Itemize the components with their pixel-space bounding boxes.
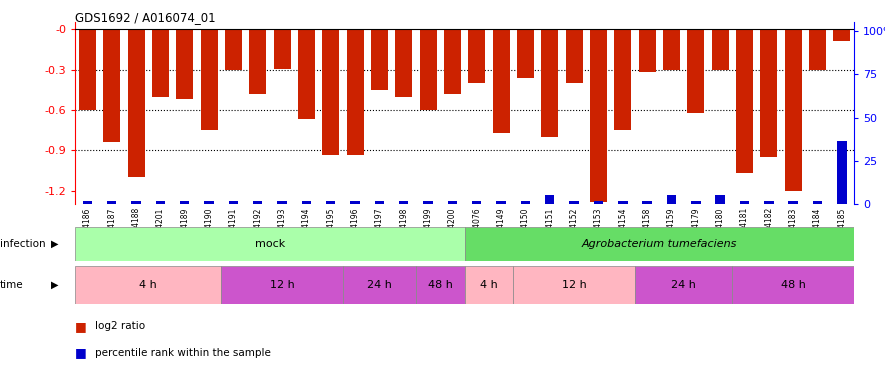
Bar bbox=[465, 266, 513, 304]
Bar bbox=[371, 29, 388, 90]
Bar bbox=[204, 201, 214, 204]
Bar bbox=[496, 201, 506, 204]
Bar bbox=[666, 195, 676, 204]
Bar bbox=[468, 29, 485, 83]
Bar bbox=[618, 201, 627, 204]
Bar bbox=[374, 201, 384, 204]
Bar bbox=[176, 29, 193, 99]
Bar bbox=[322, 29, 339, 154]
Bar bbox=[156, 201, 165, 204]
Bar bbox=[221, 266, 343, 304]
Text: ▶: ▶ bbox=[51, 239, 58, 249]
Text: 4 h: 4 h bbox=[480, 280, 498, 290]
Bar bbox=[250, 29, 266, 94]
Bar bbox=[643, 201, 652, 204]
Text: ▶: ▶ bbox=[51, 280, 58, 290]
Bar bbox=[785, 29, 802, 191]
Bar bbox=[104, 29, 120, 142]
Bar bbox=[273, 29, 290, 69]
Bar bbox=[663, 29, 680, 70]
Text: 48 h: 48 h bbox=[427, 280, 453, 290]
Bar bbox=[715, 195, 725, 204]
Bar bbox=[809, 29, 826, 70]
Bar bbox=[465, 227, 854, 261]
Bar bbox=[107, 201, 117, 204]
Bar bbox=[131, 201, 141, 204]
Text: Agrobacterium tumefaciens: Agrobacterium tumefaciens bbox=[581, 239, 737, 249]
Bar bbox=[416, 266, 465, 304]
Bar bbox=[201, 29, 218, 130]
Bar bbox=[225, 29, 242, 70]
Text: 24 h: 24 h bbox=[367, 280, 392, 290]
Bar bbox=[228, 201, 238, 204]
Bar bbox=[350, 201, 360, 204]
Bar bbox=[347, 29, 364, 154]
Bar bbox=[590, 29, 607, 202]
Bar bbox=[635, 266, 733, 304]
Bar bbox=[834, 29, 850, 41]
Bar bbox=[639, 29, 656, 72]
Bar bbox=[545, 195, 555, 204]
Bar bbox=[253, 201, 263, 204]
Bar bbox=[740, 201, 750, 204]
Bar bbox=[542, 29, 558, 137]
Bar bbox=[127, 29, 144, 177]
Text: infection: infection bbox=[0, 239, 46, 249]
Bar bbox=[326, 201, 335, 204]
Bar bbox=[691, 201, 701, 204]
Text: 12 h: 12 h bbox=[270, 280, 295, 290]
Bar bbox=[569, 201, 579, 204]
Bar bbox=[472, 201, 481, 204]
Bar bbox=[444, 29, 461, 94]
Bar bbox=[75, 266, 221, 304]
Bar bbox=[837, 141, 847, 204]
Bar bbox=[302, 201, 312, 204]
Bar bbox=[493, 29, 510, 133]
Bar bbox=[736, 29, 753, 173]
Bar bbox=[180, 201, 189, 204]
Bar bbox=[733, 266, 854, 304]
Bar bbox=[298, 29, 315, 120]
Bar bbox=[79, 29, 96, 110]
Bar bbox=[82, 201, 92, 204]
Bar bbox=[760, 29, 777, 157]
Text: 48 h: 48 h bbox=[781, 280, 805, 290]
Bar bbox=[566, 29, 582, 83]
Bar bbox=[789, 201, 798, 204]
Bar bbox=[419, 29, 436, 110]
Bar bbox=[396, 29, 412, 97]
Bar bbox=[423, 201, 433, 204]
Bar bbox=[594, 201, 604, 204]
Text: log2 ratio: log2 ratio bbox=[95, 321, 145, 331]
Bar bbox=[513, 266, 635, 304]
Text: ■: ■ bbox=[75, 346, 87, 359]
Text: percentile rank within the sample: percentile rank within the sample bbox=[95, 348, 271, 357]
Bar bbox=[764, 201, 773, 204]
Bar bbox=[812, 201, 822, 204]
Bar bbox=[399, 201, 409, 204]
Bar bbox=[517, 29, 534, 78]
Text: time: time bbox=[0, 280, 24, 290]
Bar bbox=[75, 227, 465, 261]
Text: 4 h: 4 h bbox=[139, 280, 158, 290]
Bar bbox=[343, 266, 416, 304]
Text: 12 h: 12 h bbox=[562, 280, 587, 290]
Text: GDS1692 / A016074_01: GDS1692 / A016074_01 bbox=[75, 11, 216, 24]
Bar bbox=[277, 201, 287, 204]
Text: 24 h: 24 h bbox=[671, 280, 696, 290]
Bar bbox=[712, 29, 728, 70]
Bar bbox=[688, 29, 704, 113]
Bar bbox=[614, 29, 631, 130]
Text: mock: mock bbox=[255, 239, 285, 249]
Bar bbox=[152, 29, 169, 97]
Bar bbox=[520, 201, 530, 204]
Bar bbox=[448, 201, 458, 204]
Text: ■: ■ bbox=[75, 320, 87, 333]
